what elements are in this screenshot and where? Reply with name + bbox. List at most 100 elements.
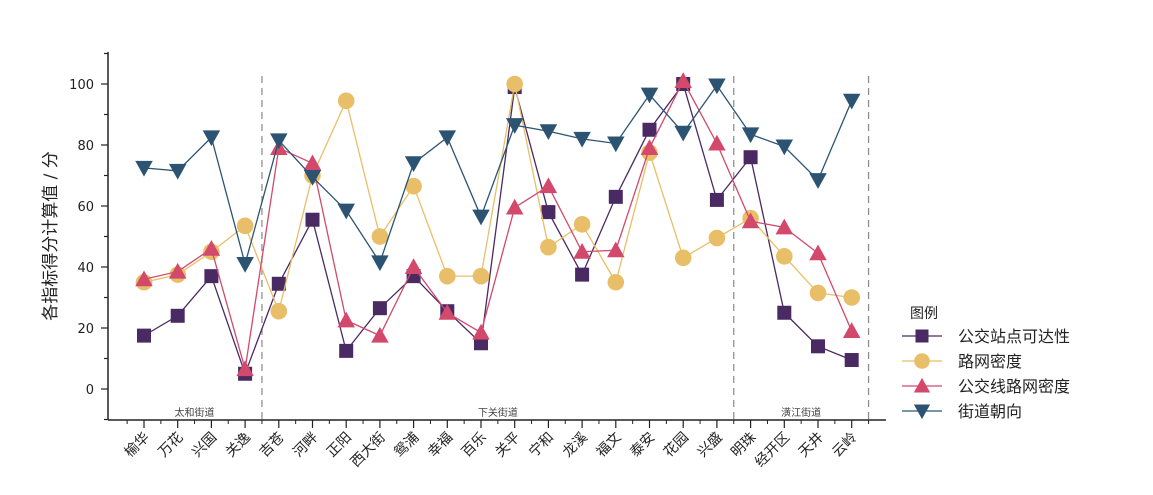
x-tick-label: 宁和 <box>525 429 557 461</box>
data-point <box>135 160 153 177</box>
legend-marker <box>914 353 930 369</box>
data-point <box>708 134 726 151</box>
y-tick-label: 0 <box>86 383 94 398</box>
legend-item: 街道朝向 <box>902 402 1022 421</box>
region-label: 太和街道 <box>175 406 215 419</box>
legend-label: 公交线路网密度 <box>958 377 1070 396</box>
series-2 <box>135 75 860 320</box>
data-point <box>404 258 423 274</box>
data-point <box>743 150 758 165</box>
data-point <box>236 360 254 377</box>
data-point <box>573 216 591 233</box>
data-point <box>607 273 625 291</box>
legend-label: 街道朝向 <box>958 402 1022 421</box>
data-point <box>137 328 151 343</box>
x-tick-label: 吉苍 <box>257 430 288 461</box>
y-axis-title: 各指标得分计算值 / 分 <box>41 151 61 321</box>
data-point <box>809 284 827 302</box>
data-point <box>842 322 861 339</box>
data-point <box>303 170 322 186</box>
data-point <box>474 336 488 351</box>
data-point <box>204 269 219 284</box>
data-point <box>337 311 355 328</box>
data-point <box>709 192 724 207</box>
data-point <box>640 87 659 104</box>
data-point <box>809 244 827 261</box>
series-line <box>143 84 853 267</box>
x-tick-label: 兴盛 <box>695 430 726 461</box>
x-tick-label: 万花 <box>155 430 186 461</box>
data-point <box>472 323 490 340</box>
data-point <box>170 308 185 323</box>
data-point <box>371 326 389 343</box>
x-tick-label: 福文 <box>594 430 625 461</box>
data-point <box>708 78 726 95</box>
legend-label: 公交站点可达性 <box>958 327 1070 346</box>
legend-item: 路网密度 <box>902 352 1022 371</box>
data-point <box>404 156 423 173</box>
data-point <box>708 229 726 247</box>
y-tick-label: 100 <box>69 78 94 93</box>
data-point <box>472 209 490 226</box>
data-point <box>371 255 389 272</box>
data-point <box>776 248 793 265</box>
data-point <box>505 198 524 215</box>
data-point <box>674 72 692 88</box>
x-tick-label: 百乐 <box>459 430 490 461</box>
data-point <box>472 267 490 285</box>
data-point <box>607 241 625 258</box>
x-tick-label: 泰安 <box>627 430 658 461</box>
legend-item: 公交站点可达性 <box>902 327 1070 346</box>
data-point <box>505 118 524 134</box>
data-point <box>809 173 827 189</box>
data-point <box>842 93 861 110</box>
x-tick-label: 龙溪 <box>560 430 591 461</box>
data-point <box>305 212 320 227</box>
data-point <box>575 267 590 282</box>
data-point <box>811 339 825 354</box>
data-point <box>540 238 557 256</box>
data-point <box>642 122 657 137</box>
legend-marker <box>915 329 929 343</box>
data-point <box>573 131 591 148</box>
data-point <box>539 177 558 194</box>
data-point <box>438 304 457 320</box>
data-point <box>236 256 254 273</box>
data-point <box>135 270 153 287</box>
x-tick-label: 关逸 <box>223 430 254 461</box>
x-tick-label: 榆华 <box>122 430 153 461</box>
data-point <box>539 124 558 141</box>
data-point <box>168 262 187 279</box>
legend-marker <box>913 404 931 420</box>
x-tick-label: 幸福 <box>425 430 456 461</box>
series-3 <box>135 72 861 377</box>
legend-label: 路网密度 <box>958 352 1022 371</box>
data-point <box>775 139 794 156</box>
x-tick-label: 兴国 <box>189 430 220 461</box>
x-tick-label: 西大街 <box>348 430 389 471</box>
y-tick-label: 80 <box>77 139 94 154</box>
x-tick-label: 鸳浦 <box>391 430 422 461</box>
series-line <box>143 82 852 376</box>
data-point <box>303 154 322 171</box>
data-point <box>439 267 456 285</box>
data-point <box>607 136 625 153</box>
legend-marker <box>913 377 931 393</box>
data-point <box>372 301 387 316</box>
data-point <box>777 305 792 320</box>
data-point <box>270 302 288 320</box>
data-point <box>438 130 457 147</box>
data-point <box>674 125 692 142</box>
data-point <box>674 249 692 267</box>
data-point <box>541 205 556 220</box>
data-point <box>506 75 523 93</box>
x-tick-label: 天井 <box>796 430 827 461</box>
region-dividers: 太和街道 下关街道 潢江街道 <box>175 76 870 420</box>
data-point <box>202 239 221 256</box>
data-point <box>337 92 355 110</box>
data-point <box>168 163 187 180</box>
series-4 <box>135 78 861 273</box>
data-point <box>843 289 860 306</box>
x-tick-label: 河畔 <box>290 430 321 461</box>
